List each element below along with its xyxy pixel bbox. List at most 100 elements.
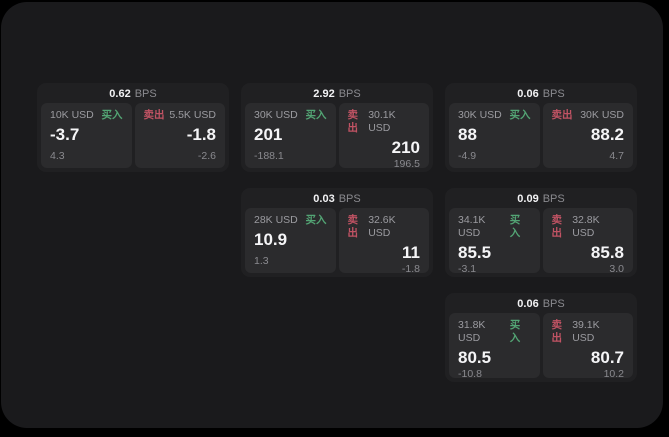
buy-side-label: 买入 xyxy=(509,109,531,121)
buy-delta: -10.8 xyxy=(458,368,482,380)
buy-amount: 28K USD xyxy=(254,214,298,226)
sell-price: 210 xyxy=(391,138,420,157)
sell-side-label: 卖出 xyxy=(143,109,165,121)
bps-value: 0.62 xyxy=(109,88,131,100)
buy-panel-top: 28K USD 买入 xyxy=(254,214,327,227)
sell-price: 11 xyxy=(402,243,420,262)
quote-panels: 30K USD 买入 88 -4.9 卖出 30K USD 88.2 4.7 xyxy=(449,103,633,168)
buy-amount: 31.8K USD xyxy=(458,319,486,344)
quote-card: 0.62 BPS 10K USD 买入 -3.7 4.3 卖出 5.5K USD… xyxy=(37,83,229,172)
bps-unit-label: BPS xyxy=(338,88,361,100)
buy-panel-top: 30K USD 买入 xyxy=(254,109,327,122)
buy-panel-top: 10K USD 买入 xyxy=(50,109,123,122)
buy-amount: 30K USD xyxy=(254,109,298,121)
sell-side-label: 卖出 xyxy=(551,319,563,344)
sell-amount: 30.1K USD xyxy=(368,109,396,134)
sell-side-label: 卖出 xyxy=(347,109,359,134)
sell-panel-top: 卖出 32.6K USD xyxy=(348,214,421,240)
buy-side-label: 买入 xyxy=(509,319,521,344)
sell-side-label: 卖出 xyxy=(551,214,563,239)
buy-price: 85.5 xyxy=(458,243,492,262)
card-header: 2.92 BPS xyxy=(245,85,429,103)
sell-panel[interactable]: 卖出 32.6K USD 11 -1.8 xyxy=(338,208,429,275)
buy-panel[interactable]: 10K USD 买入 -3.7 4.3 xyxy=(41,103,132,168)
sell-panel-top: 卖出 32.8K USD xyxy=(552,214,625,240)
quote-card: 0.06 BPS 31.8K USD 买入 80.5 -10.8 卖出 39.1… xyxy=(445,293,637,382)
sell-amount: 32.6K USD xyxy=(368,214,396,239)
quote-panels: 31.8K USD 买入 80.5 -10.8 卖出 39.1K USD 80.… xyxy=(449,313,633,380)
sell-amount: 39.1K USD xyxy=(572,319,600,344)
card-header: 0.06 BPS xyxy=(449,85,633,103)
buy-side-label: 买入 xyxy=(305,214,327,226)
card-header: 0.03 BPS xyxy=(245,190,429,208)
quotes-panel: 0.62 BPS 10K USD 买入 -3.7 4.3 卖出 5.5K USD… xyxy=(1,2,663,428)
bps-value: 0.06 xyxy=(517,298,539,310)
quote-panels: 28K USD 买入 10.9 1.3 卖出 32.6K USD 11 -1.8 xyxy=(245,208,429,275)
sell-delta: 196.5 xyxy=(393,158,420,170)
buy-panel-top: 34.1K USD 买入 xyxy=(458,214,531,240)
buy-panel[interactable]: 30K USD 买入 201 -188.1 xyxy=(245,103,336,168)
buy-delta: -188.1 xyxy=(254,150,284,162)
sell-panel-top: 卖出 5.5K USD xyxy=(144,109,217,122)
sell-delta: 3.0 xyxy=(609,263,624,275)
sell-price: 80.7 xyxy=(590,348,624,367)
quote-panels: 34.1K USD 买入 85.5 -3.1 卖出 32.8K USD 85.8… xyxy=(449,208,633,275)
sell-panel[interactable]: 卖出 30K USD 88.2 4.7 xyxy=(542,103,633,168)
quote-card-grid: 0.62 BPS 10K USD 买入 -3.7 4.3 卖出 5.5K USD… xyxy=(37,83,637,382)
bps-value: 2.92 xyxy=(313,88,335,100)
buy-price: 201 xyxy=(254,125,283,144)
buy-side-label: 买入 xyxy=(101,109,123,121)
sell-delta: -2.6 xyxy=(197,150,216,162)
sell-panel[interactable]: 卖出 30.1K USD 210 196.5 xyxy=(338,103,429,170)
buy-panel[interactable]: 28K USD 买入 10.9 1.3 xyxy=(245,208,336,273)
buy-price: -3.7 xyxy=(50,125,80,144)
sell-panel[interactable]: 卖出 32.8K USD 85.8 3.0 xyxy=(542,208,633,275)
sell-price: -1.8 xyxy=(186,125,216,144)
sell-side-label: 卖出 xyxy=(551,109,573,121)
sell-price: 88.2 xyxy=(590,125,624,144)
buy-panel-top: 31.8K USD 买入 xyxy=(458,319,531,345)
quote-card: 2.92 BPS 30K USD 买入 201 -188.1 卖出 30.1K … xyxy=(241,83,433,172)
sell-amount: 32.8K USD xyxy=(572,214,600,239)
buy-amount: 10K USD xyxy=(50,109,94,121)
buy-delta: -4.9 xyxy=(458,150,477,162)
quote-panels: 10K USD 买入 -3.7 4.3 卖出 5.5K USD -1.8 -2.… xyxy=(41,103,225,168)
bps-unit-label: BPS xyxy=(542,193,565,205)
buy-price: 80.5 xyxy=(458,348,492,367)
bps-value: 0.09 xyxy=(517,193,539,205)
quote-panels: 30K USD 买入 201 -188.1 卖出 30.1K USD 210 1… xyxy=(245,103,429,170)
buy-side-label: 买入 xyxy=(509,214,521,239)
buy-side-label: 买入 xyxy=(305,109,327,121)
bps-unit-label: BPS xyxy=(542,88,565,100)
buy-panel[interactable]: 30K USD 买入 88 -4.9 xyxy=(449,103,540,168)
buy-delta: 1.3 xyxy=(254,255,269,267)
sell-panel-top: 卖出 39.1K USD xyxy=(552,319,625,345)
buy-price: 10.9 xyxy=(254,230,288,249)
sell-price: 85.8 xyxy=(590,243,624,262)
bps-value: 0.06 xyxy=(517,88,539,100)
sell-delta: 4.7 xyxy=(609,150,624,162)
bps-value: 0.03 xyxy=(313,193,335,205)
sell-panel[interactable]: 卖出 39.1K USD 80.7 10.2 xyxy=(542,313,633,380)
sell-amount: 30K USD xyxy=(580,109,624,121)
sell-side-label: 卖出 xyxy=(347,214,359,239)
card-header: 0.09 BPS xyxy=(449,190,633,208)
buy-panel-top: 30K USD 买入 xyxy=(458,109,531,122)
card-header: 0.62 BPS xyxy=(41,85,225,103)
quote-card: 0.06 BPS 30K USD 买入 88 -4.9 卖出 30K USD 8… xyxy=(445,83,637,172)
card-header: 0.06 BPS xyxy=(449,295,633,313)
buy-amount: 30K USD xyxy=(458,109,502,121)
buy-price: 88 xyxy=(458,125,477,144)
sell-delta: -1.8 xyxy=(401,263,420,275)
sell-panel[interactable]: 卖出 5.5K USD -1.8 -2.6 xyxy=(134,103,225,168)
buy-delta: -3.1 xyxy=(458,263,477,275)
sell-delta: 10.2 xyxy=(603,368,624,380)
buy-panel[interactable]: 34.1K USD 买入 85.5 -3.1 xyxy=(449,208,540,275)
buy-panel[interactable]: 31.8K USD 买入 80.5 -10.8 xyxy=(449,313,540,380)
quote-card: 0.09 BPS 34.1K USD 买入 85.5 -3.1 卖出 32.8K… xyxy=(445,188,637,277)
buy-delta: 4.3 xyxy=(50,150,65,162)
bps-unit-label: BPS xyxy=(338,193,361,205)
quote-card: 0.03 BPS 28K USD 买入 10.9 1.3 卖出 32.6K US… xyxy=(241,188,433,277)
sell-amount: 5.5K USD xyxy=(169,109,216,121)
bps-unit-label: BPS xyxy=(134,88,157,100)
